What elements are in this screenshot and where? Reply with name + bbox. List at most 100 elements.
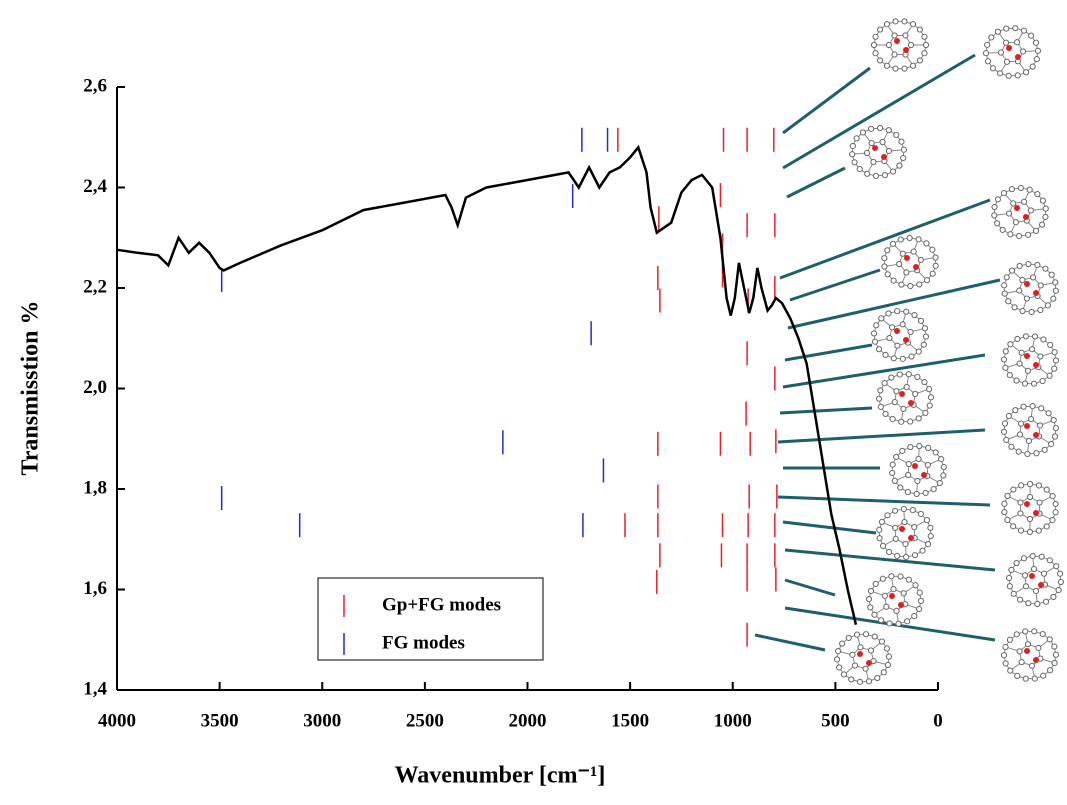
oxygen-atom <box>1024 281 1030 287</box>
atom <box>894 608 899 613</box>
legend-label: Gp+FG modes <box>382 594 501 615</box>
atom <box>1022 381 1027 386</box>
chart: Wavenumber [cm⁻¹] Transmisstion % 1,41,6… <box>0 0 1067 805</box>
atom <box>897 372 902 377</box>
atom <box>1038 283 1043 288</box>
atom <box>885 272 890 277</box>
atom <box>925 462 930 467</box>
atom <box>892 33 897 38</box>
atom <box>877 27 882 32</box>
atom <box>1035 262 1040 267</box>
atom <box>1020 49 1025 54</box>
atom <box>907 235 912 240</box>
atom <box>898 485 903 490</box>
atom <box>1050 517 1055 522</box>
molecule <box>877 506 934 559</box>
atom <box>894 389 899 394</box>
leader-line <box>778 497 990 505</box>
atom <box>887 335 892 340</box>
atom <box>1026 601 1031 606</box>
atom <box>877 125 882 130</box>
atom <box>1044 487 1049 492</box>
atom <box>1002 421 1007 426</box>
atom <box>1003 365 1008 370</box>
atom <box>893 536 898 541</box>
atom <box>887 549 892 554</box>
atom <box>849 677 854 682</box>
atom <box>910 508 915 513</box>
atom <box>1047 637 1052 642</box>
atom <box>891 587 896 592</box>
atom <box>879 639 884 644</box>
y-tick-label: 2,6 <box>83 75 107 96</box>
atom <box>992 213 997 218</box>
atom <box>1004 437 1009 442</box>
spectrum-line <box>117 147 856 624</box>
atom <box>841 672 846 677</box>
oxygen-atom <box>912 463 918 469</box>
atom <box>878 404 883 409</box>
atom <box>1039 554 1044 559</box>
oxygen-atom <box>1038 582 1044 588</box>
atom <box>879 519 884 524</box>
atom <box>882 593 887 598</box>
atom <box>989 35 994 40</box>
atom <box>1018 511 1023 516</box>
atom <box>1015 73 1020 78</box>
atom <box>995 197 1000 202</box>
atom <box>917 27 922 32</box>
atom <box>923 334 928 339</box>
atom <box>1004 26 1009 31</box>
molecule <box>1002 481 1058 534</box>
molecule <box>983 26 1040 79</box>
oxygen-atom <box>1033 290 1039 296</box>
atom <box>1053 501 1058 506</box>
atom <box>1017 233 1022 238</box>
atom <box>1017 263 1022 268</box>
atom <box>1058 579 1063 584</box>
atom <box>1013 220 1018 225</box>
atom <box>890 470 895 475</box>
atom <box>910 22 915 27</box>
x-axis-title: Wavenumber [cm⁻¹] <box>395 763 606 789</box>
atom <box>911 249 916 254</box>
atom <box>1020 308 1025 313</box>
atom <box>901 155 906 160</box>
atom <box>908 283 913 288</box>
atom <box>905 619 910 624</box>
atom <box>928 525 933 530</box>
atom <box>1007 637 1012 642</box>
x-tick-label: 0 <box>933 710 943 731</box>
atom <box>889 375 894 380</box>
atom <box>871 42 876 47</box>
atom <box>871 159 876 164</box>
atom <box>904 270 909 275</box>
atom <box>910 63 915 68</box>
atom <box>884 604 889 609</box>
x-tick-label: 2000 <box>509 710 547 731</box>
molecule <box>1001 629 1058 682</box>
leader-line <box>788 280 1000 328</box>
atom <box>1057 571 1062 576</box>
atom <box>1053 426 1058 431</box>
atom <box>1027 516 1032 521</box>
y-axis-title: Transmisstion % <box>18 301 44 476</box>
atom <box>917 590 922 595</box>
atom <box>1009 444 1014 449</box>
atom <box>939 456 944 461</box>
atom <box>1030 553 1035 558</box>
atom <box>892 508 897 513</box>
atom <box>1006 575 1011 580</box>
atom <box>913 583 918 588</box>
atom <box>857 679 862 684</box>
atom <box>886 42 891 47</box>
atom <box>885 248 890 253</box>
leader-line <box>790 270 880 300</box>
atom <box>1050 493 1055 498</box>
leader-line <box>787 168 845 197</box>
atom <box>923 410 928 415</box>
atom <box>1052 660 1057 665</box>
atom <box>906 577 911 582</box>
atom <box>922 326 927 331</box>
atom <box>904 309 909 314</box>
